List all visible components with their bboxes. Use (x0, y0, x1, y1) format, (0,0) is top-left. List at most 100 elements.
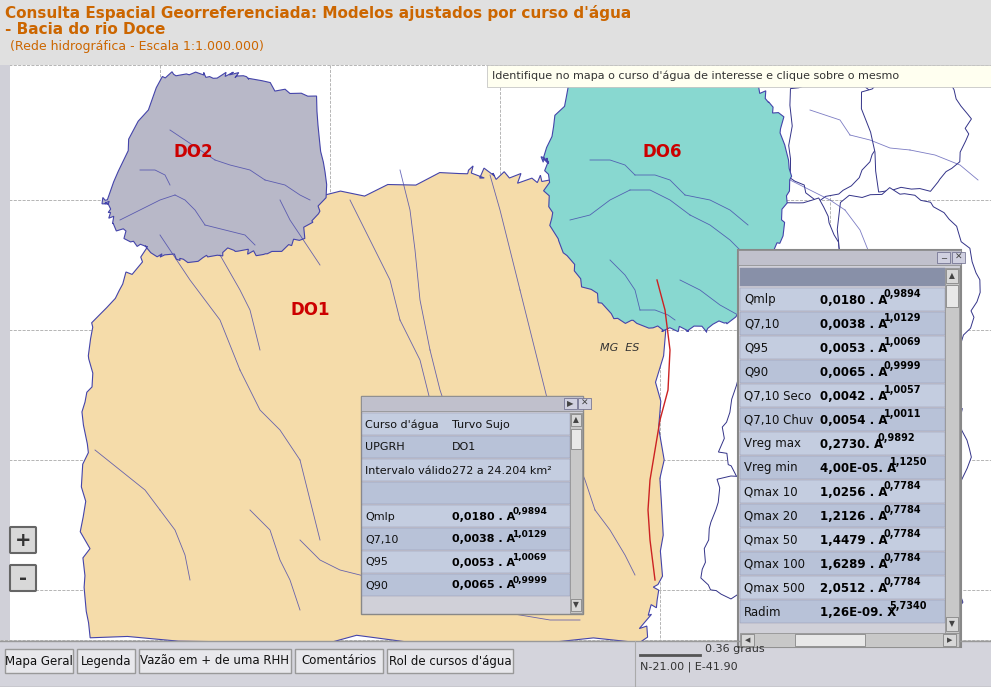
FancyBboxPatch shape (564, 398, 577, 409)
FancyBboxPatch shape (362, 551, 570, 573)
Text: 0,9892: 0,9892 (878, 433, 916, 443)
Text: 0,0065 . A: 0,0065 . A (452, 581, 519, 591)
FancyBboxPatch shape (740, 408, 945, 431)
FancyBboxPatch shape (571, 429, 581, 449)
Text: ▶: ▶ (947, 637, 952, 643)
FancyBboxPatch shape (945, 268, 959, 633)
Text: Q95: Q95 (365, 557, 387, 567)
Text: MG  ES: MG ES (600, 343, 639, 353)
FancyBboxPatch shape (740, 288, 945, 311)
FancyBboxPatch shape (740, 504, 945, 527)
Text: ◀: ◀ (745, 637, 751, 643)
Text: 0,0042 . A: 0,0042 . A (820, 390, 892, 403)
FancyBboxPatch shape (740, 600, 945, 623)
FancyBboxPatch shape (740, 312, 945, 335)
FancyBboxPatch shape (0, 65, 10, 640)
FancyBboxPatch shape (740, 633, 959, 647)
FancyBboxPatch shape (0, 641, 991, 687)
FancyBboxPatch shape (362, 574, 570, 596)
FancyBboxPatch shape (738, 250, 961, 265)
FancyBboxPatch shape (362, 413, 570, 435)
FancyBboxPatch shape (10, 565, 36, 591)
FancyBboxPatch shape (77, 649, 135, 673)
Text: 0,0053 . A: 0,0053 . A (820, 341, 892, 354)
FancyBboxPatch shape (740, 384, 945, 407)
Text: 1,0057: 1,0057 (884, 385, 922, 395)
Text: ─: ─ (941, 253, 946, 262)
Text: ✕: ✕ (581, 399, 589, 408)
Text: Curso d'água: Curso d'água (365, 419, 439, 430)
FancyBboxPatch shape (937, 252, 950, 263)
Text: 0,0038 . A: 0,0038 . A (452, 534, 519, 545)
Polygon shape (837, 188, 980, 373)
Text: 0,9999: 0,9999 (884, 361, 922, 371)
FancyBboxPatch shape (578, 398, 591, 409)
Text: 0,2730. A: 0,2730. A (820, 438, 887, 451)
Text: Qmax 10: Qmax 10 (744, 486, 798, 499)
Text: 1,0129: 1,0129 (884, 313, 922, 323)
Text: 0,7784: 0,7784 (884, 577, 922, 587)
FancyBboxPatch shape (571, 414, 581, 426)
Text: ✕: ✕ (954, 253, 962, 262)
Text: 4,00E-05. A: 4,00E-05. A (820, 462, 901, 475)
Text: UPGRH: UPGRH (365, 442, 404, 453)
Text: 5,7340: 5,7340 (890, 601, 928, 611)
Text: Identifique no mapa o curso d'água de interesse e clique sobre o mesmo: Identifique no mapa o curso d'água de in… (492, 71, 899, 81)
Text: Q95: Q95 (744, 341, 768, 354)
FancyBboxPatch shape (740, 456, 945, 479)
Polygon shape (80, 166, 666, 646)
Text: ▲: ▲ (949, 271, 955, 280)
Text: Q7,10 Chuv: Q7,10 Chuv (744, 414, 814, 427)
FancyBboxPatch shape (571, 599, 581, 611)
Text: Legenda: Legenda (80, 655, 131, 668)
Text: 1,0069: 1,0069 (884, 337, 922, 347)
Polygon shape (718, 339, 830, 479)
Text: Qmax 100: Qmax 100 (744, 557, 805, 570)
Text: Vreg max: Vreg max (744, 438, 801, 451)
Text: N-21.00 | E-41.90: N-21.00 | E-41.90 (640, 662, 737, 673)
Text: 0,7784: 0,7784 (884, 505, 922, 515)
FancyBboxPatch shape (361, 396, 583, 411)
Text: Qmlp: Qmlp (365, 512, 394, 521)
Text: 1,4479 . A: 1,4479 . A (820, 534, 892, 546)
Polygon shape (749, 198, 839, 332)
Polygon shape (829, 358, 971, 530)
Text: Turvo Sujo: Turvo Sujo (452, 420, 509, 429)
Text: 0,0065 . A: 0,0065 . A (820, 365, 892, 379)
FancyBboxPatch shape (740, 480, 945, 503)
Text: 1,0256 . A: 1,0256 . A (820, 486, 892, 499)
FancyBboxPatch shape (362, 436, 570, 458)
FancyBboxPatch shape (740, 528, 945, 551)
Text: 0,0180 . A: 0,0180 . A (452, 512, 519, 521)
Text: DO1: DO1 (452, 442, 477, 453)
Text: Q90: Q90 (365, 581, 387, 591)
Text: Rol de cursos d'água: Rol de cursos d'água (388, 655, 511, 668)
Text: 1,2126 . A: 1,2126 . A (820, 510, 892, 523)
Text: 0,9999: 0,9999 (512, 576, 547, 585)
FancyBboxPatch shape (740, 336, 945, 359)
FancyBboxPatch shape (738, 250, 961, 647)
Text: 1,6289 . A: 1,6289 . A (820, 557, 892, 570)
Text: Q90: Q90 (744, 365, 768, 379)
Text: - Bacia do rio Doce: - Bacia do rio Doce (5, 22, 165, 37)
Polygon shape (811, 508, 963, 659)
Text: 0,7784: 0,7784 (884, 553, 922, 563)
FancyBboxPatch shape (0, 65, 991, 640)
FancyBboxPatch shape (741, 634, 754, 646)
Text: 0,0054 . A: 0,0054 . A (820, 414, 892, 427)
FancyBboxPatch shape (740, 552, 945, 575)
Text: Q7,10 Seco: Q7,10 Seco (744, 390, 812, 403)
Text: Comentários: Comentários (301, 655, 377, 668)
Text: (Rede hidrográfica - Escala 1:1.000.000): (Rede hidrográfica - Escala 1:1.000.000) (10, 40, 264, 53)
Text: DO6: DO6 (642, 143, 682, 161)
Polygon shape (541, 71, 792, 333)
FancyBboxPatch shape (362, 505, 570, 527)
Text: 2,0512 . A: 2,0512 . A (820, 581, 892, 594)
Text: -: - (19, 569, 27, 587)
FancyBboxPatch shape (946, 285, 958, 307)
Text: Q7,10: Q7,10 (365, 534, 398, 545)
FancyBboxPatch shape (295, 649, 383, 673)
Polygon shape (861, 76, 971, 192)
FancyBboxPatch shape (943, 634, 956, 646)
FancyBboxPatch shape (946, 617, 958, 631)
